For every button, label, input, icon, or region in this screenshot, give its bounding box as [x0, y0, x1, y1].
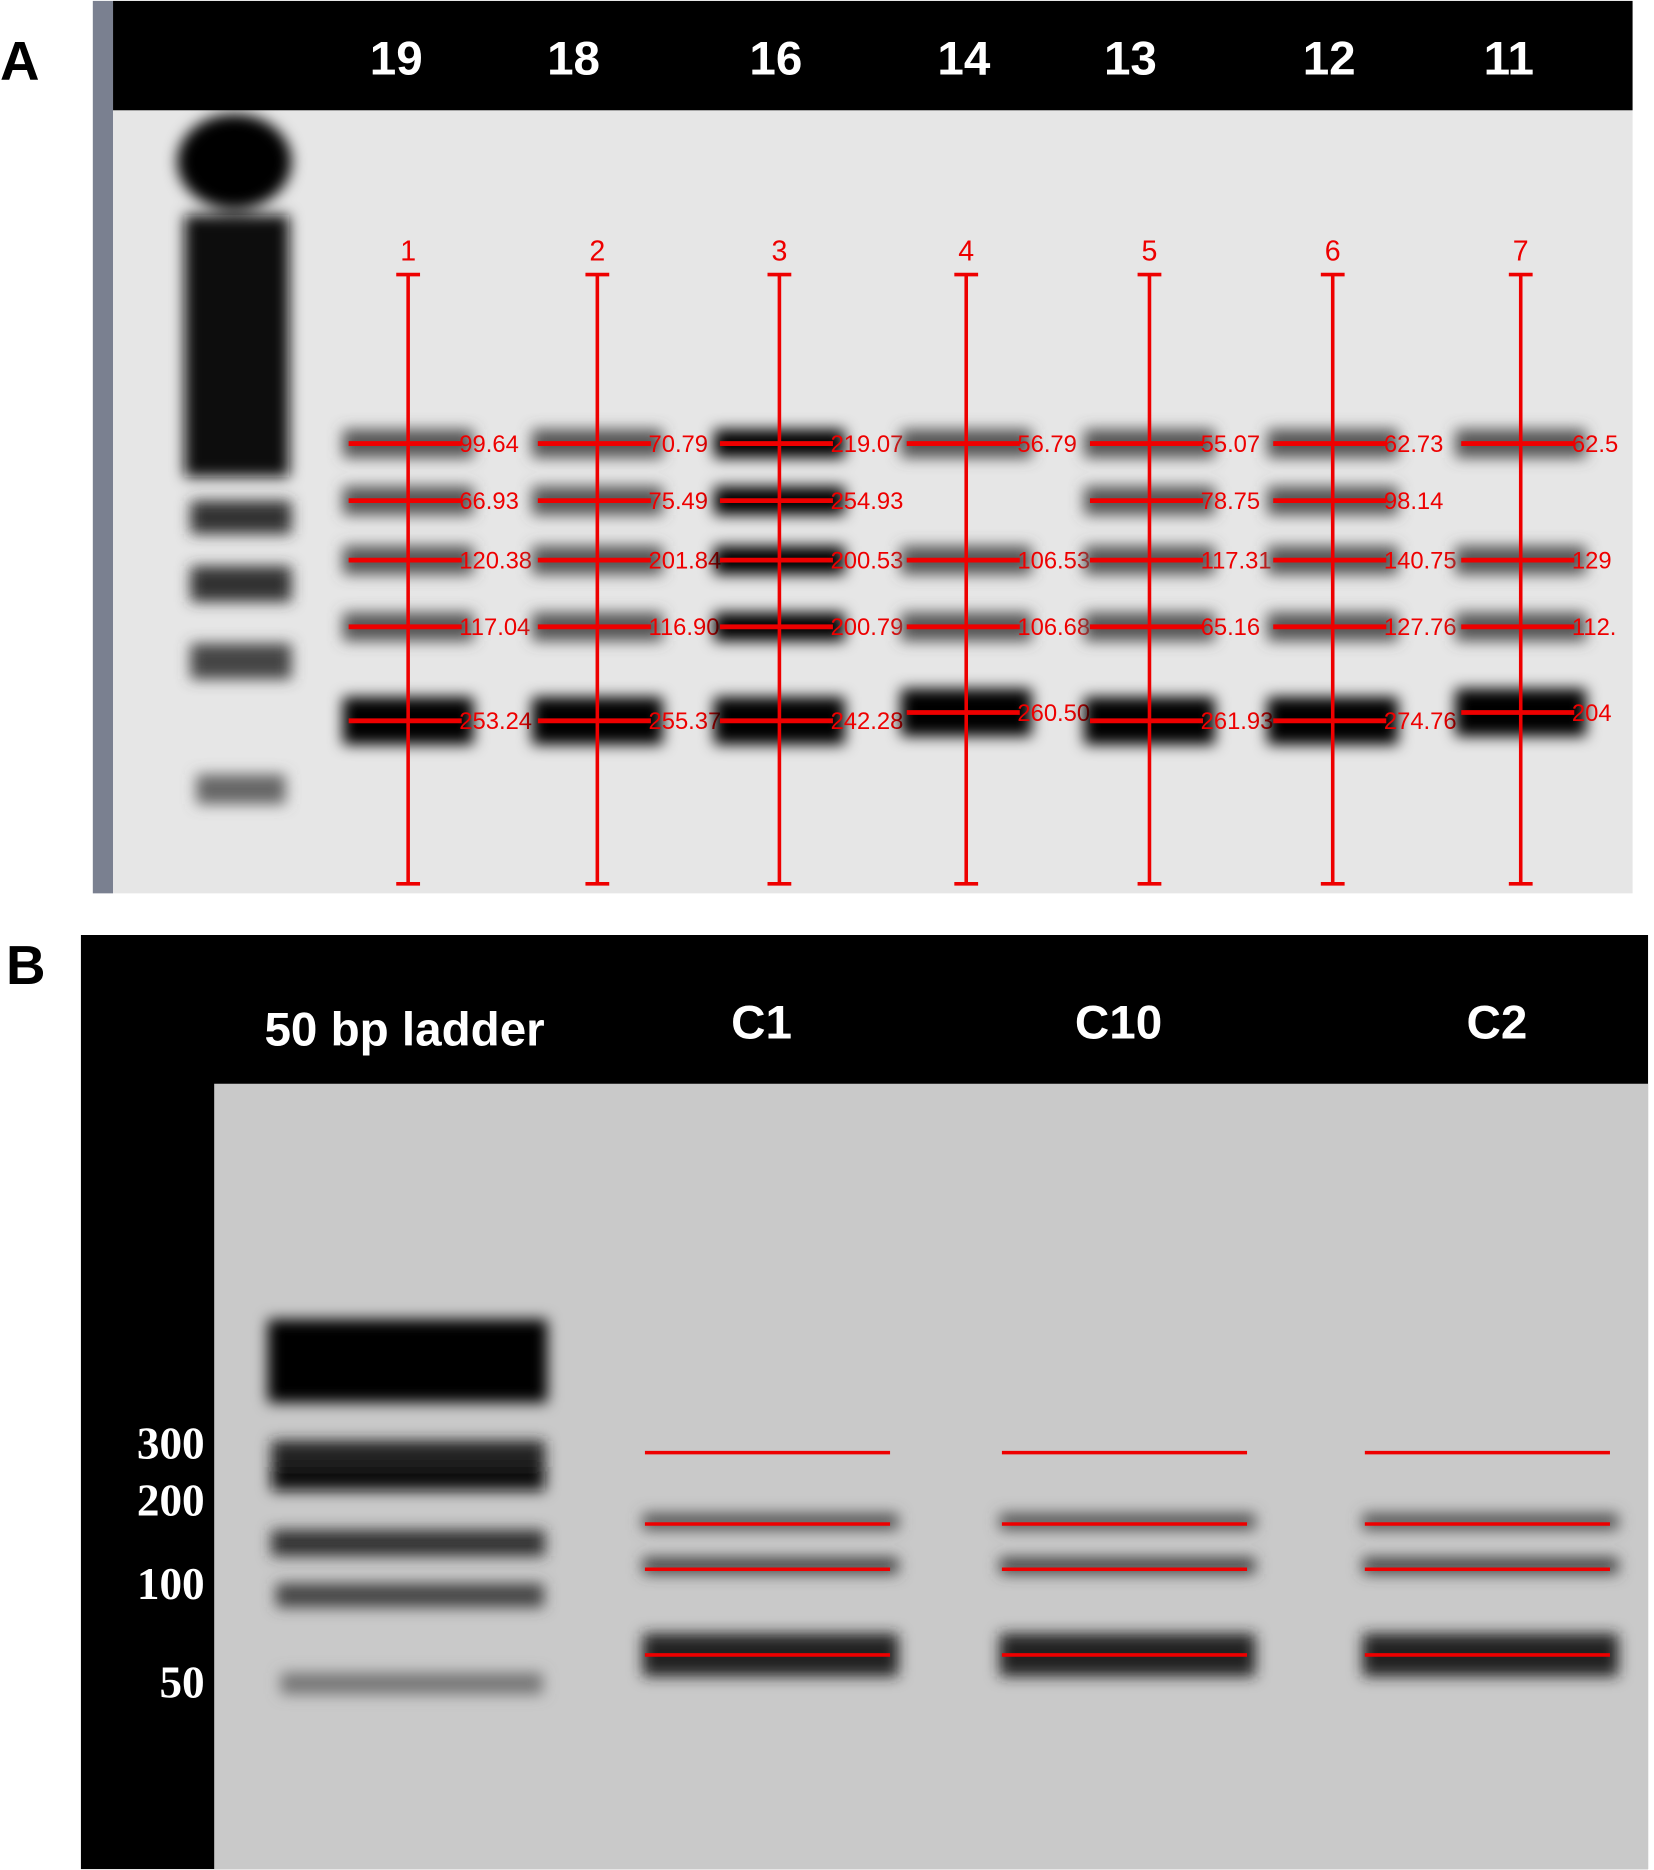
- band-size: 112.: [1572, 614, 1617, 641]
- ladder-label: 50 bp ladder: [264, 1004, 544, 1057]
- lane-header: C2: [1467, 997, 1528, 1050]
- lane-number: 1: [400, 235, 416, 267]
- size-marker: 100: [137, 1559, 205, 1609]
- lane-header: 18: [547, 33, 600, 86]
- lane-number: 3: [771, 235, 787, 267]
- panel-label: A: [0, 29, 40, 91]
- size-marker: 50: [159, 1658, 204, 1708]
- gel-border: [92, 0, 114, 894]
- band-size: 106.53: [1017, 548, 1090, 575]
- band-size: 200.53: [831, 548, 904, 575]
- band-size: 260.50: [1017, 700, 1090, 727]
- lane-number: 7: [1513, 235, 1529, 267]
- band-size: 201.84: [649, 548, 722, 575]
- panel-a: 19 1 99.64 66.93 120.38 117.04 253.24 18 2 70.79 7…: [342, 33, 1618, 886]
- lane-header: 11: [1484, 33, 1534, 86]
- band-size: 70.79: [649, 431, 709, 458]
- band-size: 56.79: [1017, 431, 1077, 458]
- band-size: 78.75: [1201, 488, 1261, 515]
- band-size: 129: [1572, 548, 1612, 575]
- band-size: 106.68: [1017, 614, 1090, 641]
- lane-number: 6: [1325, 235, 1341, 267]
- header-strip: [113, 0, 1633, 111]
- band-size: 254.93: [831, 488, 904, 515]
- band-size: 261.93: [1201, 708, 1274, 735]
- band-size: 62.73: [1384, 431, 1444, 458]
- lane-header: 16: [749, 33, 802, 86]
- band: [999, 1513, 1256, 1530]
- size-marker: 300: [137, 1419, 205, 1469]
- lane-header: 12: [1303, 33, 1356, 86]
- band-size: 140.75: [1384, 548, 1457, 575]
- band-size: 127.76: [1384, 614, 1457, 641]
- lane-number: 5: [1142, 235, 1158, 267]
- lane-header: C1: [731, 997, 792, 1050]
- band-size: 120.38: [459, 548, 532, 575]
- band-size: 274.76: [1384, 708, 1457, 735]
- band-size: 204: [1572, 700, 1612, 727]
- size-marker: 200: [137, 1476, 205, 1526]
- ladder-b: [267, 1319, 548, 1695]
- band-size: 116.90: [649, 614, 720, 641]
- band-size: 242.28: [831, 708, 904, 735]
- band-size: 117.04: [459, 614, 530, 641]
- band-size: 55.07: [1201, 431, 1261, 458]
- band-size: 200.79: [831, 614, 904, 641]
- band-size: 219.07: [831, 431, 904, 458]
- band-size: 99.64: [459, 431, 519, 458]
- lane-number: 2: [589, 235, 605, 267]
- band-size: 75.49: [649, 488, 709, 515]
- lane-header: 19: [370, 33, 423, 86]
- band-size: 66.93: [459, 488, 519, 515]
- band: [999, 1557, 1256, 1574]
- band-size: 62.5: [1572, 431, 1618, 458]
- band-size: 98.14: [1384, 488, 1444, 515]
- band: [1362, 1557, 1619, 1574]
- panel-label: B: [6, 934, 46, 996]
- band-size: 117.31: [1201, 548, 1272, 575]
- lane-header: C10: [1075, 997, 1162, 1050]
- band: [642, 1557, 899, 1574]
- band-size: 253.24: [459, 708, 532, 735]
- lane-number: 4: [958, 235, 974, 267]
- panel-b: C1 C10 C2 300 200 100 50: [137, 997, 1619, 1708]
- band-size: 65.16: [1201, 614, 1261, 641]
- band-size: 255.37: [649, 708, 722, 735]
- ladder-a: [177, 113, 292, 805]
- lane-header: 14: [937, 33, 990, 86]
- band: [642, 1513, 899, 1530]
- lane-header: 13: [1104, 33, 1157, 86]
- band: [1362, 1513, 1619, 1530]
